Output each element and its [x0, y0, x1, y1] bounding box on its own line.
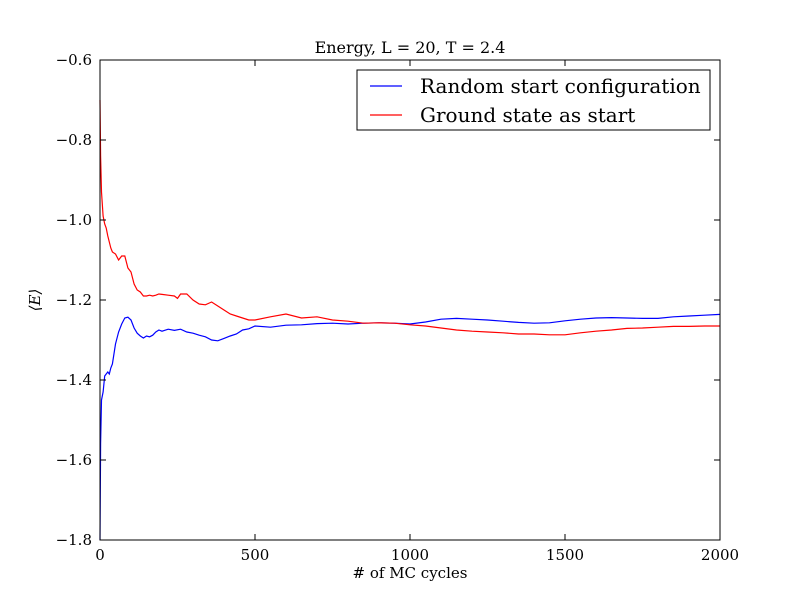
legend-box	[356, 69, 711, 131]
series-line-1	[99, 99, 720, 336]
y-tick-label: −1.0	[56, 211, 92, 229]
y-axis-label: ⟨E⟩	[26, 289, 44, 312]
y-tick-label: −1.6	[56, 451, 92, 469]
legend-label-random: Random start configuration	[420, 74, 701, 98]
chart-title: Energy, L = 20, T = 2.4	[315, 38, 506, 57]
series-line-0	[99, 313, 721, 541]
y-tick-label: −1.2	[56, 291, 92, 309]
y-tick-label: −1.4	[56, 371, 92, 389]
x-tick-label: 1500	[546, 546, 584, 564]
x-tick-label: 1000	[391, 546, 429, 564]
x-tick-label: 0	[95, 546, 105, 564]
y-tick-label: −0.8	[56, 131, 92, 149]
y-tick-label: −0.6	[56, 51, 92, 69]
ticks-layer: 0 500 1000 1500 2000 −1.8 −1.6 −1.4 −1.2 −1.0 −0.8…	[56, 51, 740, 564]
y-tick-label: −1.8	[56, 531, 92, 549]
series-layer	[99, 99, 721, 541]
legend: Random start configuration Ground state …	[356, 69, 711, 131]
x-tick-label: 2000	[701, 546, 739, 564]
x-tick-label: 500	[241, 546, 270, 564]
x-axis-label: # of MC cycles	[353, 564, 468, 582]
legend-label-ground: Ground state as start	[420, 103, 635, 127]
